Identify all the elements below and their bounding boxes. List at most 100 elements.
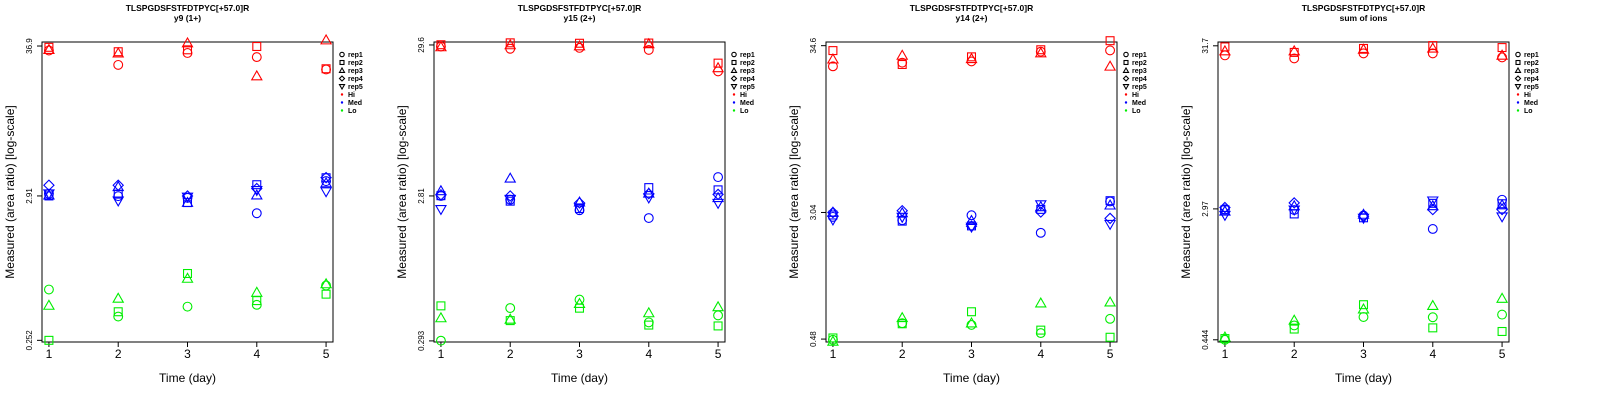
y-tick-label: 2.81 — [417, 188, 426, 204]
point-lo-rep2-day2 — [1289, 324, 1299, 334]
point-med-rep2-day4 — [252, 180, 262, 190]
point-lo-rep1-day3 — [966, 319, 977, 330]
legend-symbol-rep1 — [339, 51, 345, 58]
x-tick-label: 3 — [968, 347, 975, 361]
chart-title: TLSPGDSFSTFDTPYC[+57.0]R — [910, 3, 1034, 13]
point-med-rep5-day2 — [896, 212, 909, 224]
legend-dot-med — [340, 101, 344, 104]
legend-label-hi: Hi — [740, 92, 747, 99]
point-lo-rep1-day1 — [435, 335, 446, 346]
point-med-rep4-day2 — [504, 190, 517, 202]
point-med-rep3-day5 — [1104, 199, 1117, 210]
point-lo-rep3-day1 — [42, 299, 55, 310]
legend-symbol-rep5 — [1514, 84, 1522, 91]
point-med-rep5-day3 — [573, 203, 586, 214]
point-lo-rep2-day2 — [897, 319, 907, 329]
legend-label-med: Med — [740, 100, 754, 107]
point-med-rep5-day1 — [434, 204, 447, 216]
point-med-rep5-day4 — [642, 193, 655, 204]
chart-title: TLSPGDSFSTFDTPYC[+57.0]R — [126, 3, 250, 13]
chart-title: TLSPGDSFSTFDTPYC[+57.0]R — [518, 3, 642, 13]
plot-frame — [1217, 41, 1510, 343]
legend-dot-med — [732, 101, 736, 104]
point-med-rep3-day4 — [250, 188, 263, 200]
point-lo-rep2-day1 — [436, 301, 446, 311]
point-hi-rep3-day3 — [1357, 43, 1370, 54]
legend-dot-med — [1516, 101, 1520, 104]
legend-label-rep5: rep5 — [1132, 84, 1147, 91]
legend-symbol-rep4 — [1514, 75, 1522, 82]
point-lo-rep1-day5 — [321, 280, 332, 291]
point-lo-rep2-day2 — [113, 307, 123, 317]
point-hi-rep2-day4 — [1428, 41, 1438, 51]
legend-label-rep4: rep4 — [740, 76, 755, 83]
legend-dot-lo — [732, 109, 736, 112]
plot-frame — [825, 41, 1118, 343]
legend-symbol-rep3 — [338, 66, 346, 73]
point-med-rep4-day4 — [1034, 206, 1047, 218]
point-hi-rep1-day2 — [1289, 53, 1300, 64]
x-axis-label: Time (day) — [551, 371, 608, 385]
point-med-rep4-day2 — [896, 204, 909, 217]
legend-label-lo: Lo — [1132, 108, 1141, 115]
x-tick-label: 5 — [715, 347, 722, 361]
point-hi-rep2-day5 — [1497, 43, 1507, 53]
point-med-rep1-day4 — [1035, 227, 1046, 238]
point-med-rep5-day1 — [1218, 210, 1231, 222]
point-lo-rep2-day5 — [1105, 332, 1115, 342]
legend-label-rep5: rep5 — [1524, 84, 1539, 91]
point-lo-rep2-day1 — [44, 335, 54, 345]
point-hi-rep3-day5 — [320, 33, 333, 45]
point-lo-rep2-day3 — [574, 303, 585, 313]
point-med-rep3-day5 — [320, 176, 333, 188]
point-lo-rep3-day2 — [504, 313, 517, 324]
point-lo-rep2-day5 — [321, 289, 331, 299]
point-hi-rep1-day4 — [251, 52, 262, 63]
x-axis-label: Time (day) — [1335, 371, 1392, 385]
point-lo-rep3-day4 — [1426, 299, 1439, 310]
point-med-rep1-day2 — [113, 191, 124, 202]
legend-symbol-rep2 — [1515, 59, 1521, 66]
point-hi-rep3-day2 — [112, 46, 125, 58]
point-lo-rep1-day2 — [505, 303, 516, 314]
chart-subtitle: y15 (2+) — [564, 13, 596, 23]
point-med-rep5-day4 — [1034, 200, 1047, 211]
point-med-rep4-day5 — [320, 171, 332, 184]
point-hi-rep1-day4 — [643, 44, 654, 55]
x-tick-label: 2 — [507, 347, 514, 361]
point-lo-rep1-day5 — [1497, 309, 1508, 320]
point-hi-rep3-day5 — [1496, 49, 1509, 60]
point-hi-rep1-day1 — [827, 61, 838, 72]
point-lo-rep3-day3 — [965, 316, 978, 328]
point-med-rep4-day1 — [43, 179, 55, 192]
x-tick-label: 5 — [1107, 347, 1114, 361]
point-med-rep3-day5 — [1496, 198, 1509, 210]
point-hi-rep1-day2 — [113, 59, 124, 70]
x-tick-label: 4 — [1429, 347, 1436, 361]
x-axis-label: Time (day) — [159, 371, 216, 385]
legend-label-rep3: rep3 — [1524, 68, 1539, 75]
plot-frame — [433, 41, 726, 343]
x-tick-label: 2 — [1291, 347, 1298, 361]
point-lo-rep1-day4 — [1035, 328, 1046, 339]
legend-label-lo: Lo — [740, 108, 749, 115]
point-med-rep4-day5 — [1496, 203, 1508, 216]
point-lo-rep2-day3 — [1358, 300, 1369, 310]
point-med-rep1-day4 — [1427, 223, 1438, 234]
legend-dot-lo — [1124, 109, 1128, 112]
point-med-rep5-day2 — [1288, 205, 1301, 216]
legend-label-rep1: rep1 — [740, 52, 755, 59]
point-med-rep2-day4 — [1428, 198, 1438, 208]
point-lo-rep2-day3 — [966, 307, 977, 317]
legend-symbol-rep4 — [730, 75, 738, 82]
x-tick-label: 3 — [184, 347, 191, 361]
legend-dot-lo — [340, 109, 344, 112]
x-tick-label: 4 — [253, 347, 260, 361]
legend-label-rep4: rep4 — [348, 76, 363, 83]
plot-frame — [41, 41, 334, 343]
legend-label-hi: Hi — [348, 92, 355, 99]
legend-symbol-rep1 — [1515, 51, 1521, 58]
